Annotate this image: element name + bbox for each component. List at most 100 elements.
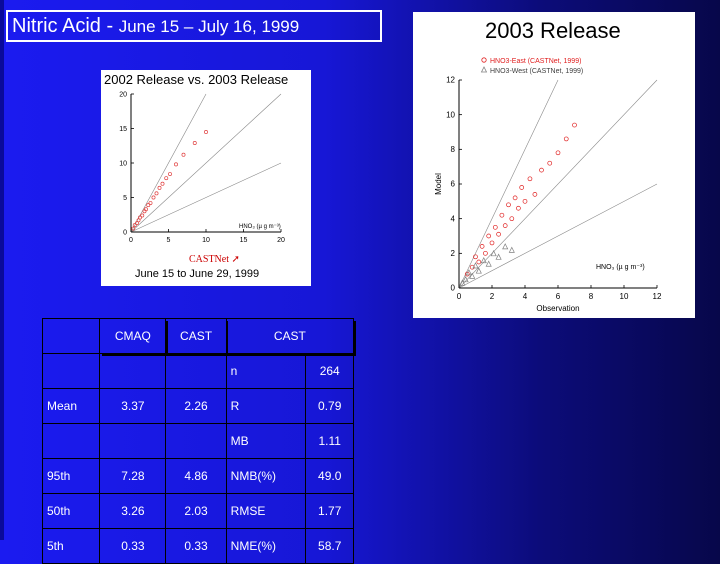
table-cell: [99, 353, 167, 389]
table-cell: [41, 353, 101, 389]
table-cell: 2.03: [165, 493, 227, 529]
data-point: [181, 152, 186, 157]
data-point: [519, 185, 525, 190]
y-tick-label: 8: [451, 145, 456, 154]
table-cell: RMSE: [225, 493, 307, 529]
data-point: [144, 207, 148, 212]
table-cell: [165, 423, 227, 459]
data-point: [475, 267, 482, 274]
table-cell: 50th: [41, 493, 101, 529]
table-cell: 264: [305, 353, 354, 389]
table-cell: [41, 423, 101, 459]
y-axis-title: Model: [434, 173, 443, 195]
x-tick-label: 0: [457, 292, 462, 301]
x-axis-unit-label: HNO₃ (µ g m⁻³): [239, 224, 281, 230]
x-tick-label: 15: [240, 237, 248, 244]
table-cell: 1.11: [305, 423, 354, 459]
data-point: [499, 212, 505, 218]
y-tick-label: 0: [123, 229, 127, 236]
scatter-plot-2002-vs-2003: 00 5 5 10 10 15 15 20 20 HNO₃ (µ g m⁻³): [119, 91, 285, 244]
scatter-plot-2003-release: 00 2 2 4 4 6 6 8 8 10 10 12 12 HNO3-East (CASTNet, 19…: [434, 57, 662, 313]
table-row: n 264: [41, 353, 354, 389]
slide-title-dates: June 15 – July 16, 1999: [118, 17, 300, 36]
table-row: 95th 7.28 4.86 NMB(%) 49.0: [41, 458, 354, 494]
reference-line-2-to-1: [130, 93, 207, 233]
legend-marker-west: [480, 66, 488, 73]
data-point: [489, 240, 495, 246]
castnet-label-text: CASTNet: [189, 254, 229, 265]
y-tick-label: 12: [446, 76, 455, 85]
statistics-table: CMAQ CAST CAST n 264 Mean 3.37 2.26 R 0.…: [41, 318, 355, 564]
data-point: [506, 202, 511, 208]
x-tick-label: 12: [653, 292, 662, 301]
data-point: [495, 253, 502, 260]
data-point: [164, 176, 169, 181]
data-point: [459, 279, 466, 286]
data-point: [154, 191, 159, 196]
left-accent-stripe: [0, 0, 4, 540]
data-point: [492, 224, 498, 230]
table-cell: R: [225, 388, 307, 424]
legend-marker-east: [481, 57, 487, 63]
x-axis-title: Observation: [536, 304, 579, 313]
table-cell: 1.77: [305, 493, 354, 529]
table-row: 5th 0.33 0.33 NME(%) 58.7: [41, 528, 354, 564]
reference-line-1-to-1: [458, 79, 658, 289]
table-row: 50th 3.26 2.03 RMSE 1.77: [41, 493, 354, 529]
data-point: [502, 243, 509, 250]
data-point: [138, 215, 142, 220]
y-tick-label: 20: [119, 91, 127, 98]
data-point: [483, 250, 488, 256]
data-point: [522, 198, 528, 204]
data-point: [473, 254, 478, 260]
table-cell: 5th: [41, 528, 101, 564]
y-tick-label: 10: [446, 110, 455, 119]
table-cell: 3.37: [99, 388, 167, 424]
table-header-cell: CAST: [165, 318, 227, 354]
table-cell: 2.26: [165, 388, 227, 424]
data-point: [465, 269, 472, 276]
table-cell: 0.33: [165, 528, 227, 564]
data-point: [490, 250, 497, 257]
data-point: [509, 216, 515, 222]
table-header-row: CMAQ CAST CAST: [41, 318, 355, 354]
y-tick-label: 2: [451, 249, 456, 258]
data-point: [547, 160, 553, 166]
castnet-label: CASTNet ➚: [189, 254, 240, 265]
y-tick-label: 15: [119, 126, 127, 133]
reference-line-1-to-2: [458, 183, 658, 289]
x-tick-label: 5: [167, 237, 171, 244]
data-point: [512, 195, 518, 201]
y-tick-label: 4: [451, 214, 456, 223]
data-point: [539, 167, 544, 173]
x-tick-label: 6: [556, 292, 561, 301]
data-point: [160, 181, 165, 186]
data-point: [204, 130, 208, 134]
table-cell: n: [225, 353, 307, 389]
data-point: [151, 195, 156, 200]
data-point: [174, 162, 178, 167]
x-tick-label: 4: [523, 292, 528, 301]
data-point: [532, 192, 538, 197]
reference-line-1-to-1: [130, 93, 282, 233]
legend-label-west: HNO3-West (CASTNet, 1999): [490, 68, 583, 75]
data-point: [192, 141, 197, 145]
table-cell: 95th: [41, 458, 101, 494]
x-tick-label: 10: [620, 292, 629, 301]
x-tick-label: 20: [277, 237, 285, 244]
data-point: [572, 122, 577, 128]
table-header-cell: CAST: [225, 318, 355, 354]
data-point: [140, 213, 145, 218]
data-point: [479, 244, 485, 249]
legend-label-east: HNO3-East (CASTNet, 1999): [490, 58, 581, 65]
y-tick-label: 5: [123, 195, 127, 202]
table-cell: [165, 353, 227, 389]
data-point: [563, 136, 569, 142]
data-point: [516, 205, 521, 211]
table-row: MB 1.11: [41, 423, 354, 459]
data-point: [555, 150, 561, 156]
chart-panel-2003-release: 0 0 2 2 4 4 6 6 8 8 10 10 12 12 HNO3-East (CASTNet, 19…: [413, 12, 695, 318]
chart-panel-2002-vs-2003: 0 0 5 5 10 10 15 15 20 20 HNO₃ (µ g m⁻³) 2002 Rele…: [101, 70, 311, 286]
data-point: [157, 185, 162, 190]
data-point: [472, 262, 479, 269]
